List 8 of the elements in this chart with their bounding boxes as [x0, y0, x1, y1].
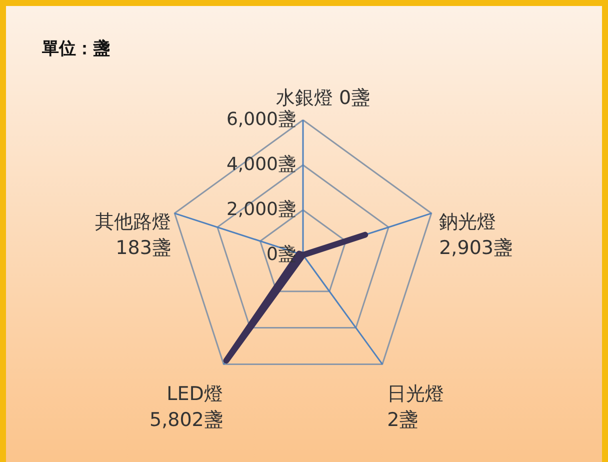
spoke-label: LED燈 5,802盞	[149, 382, 223, 431]
spoke-label: 鈉光燈 2,903盞	[439, 210, 512, 259]
spoke-label: 其他路燈 183盞	[94, 210, 171, 259]
spoke-label: 水銀燈 0盞	[276, 86, 370, 109]
spoke-label: 日光燈 2盞	[387, 382, 444, 431]
y-tick-label: 6,000盞	[226, 109, 296, 130]
y-tick-label: 0盞	[266, 244, 296, 265]
chart-title: 單位：盞	[41, 39, 110, 59]
